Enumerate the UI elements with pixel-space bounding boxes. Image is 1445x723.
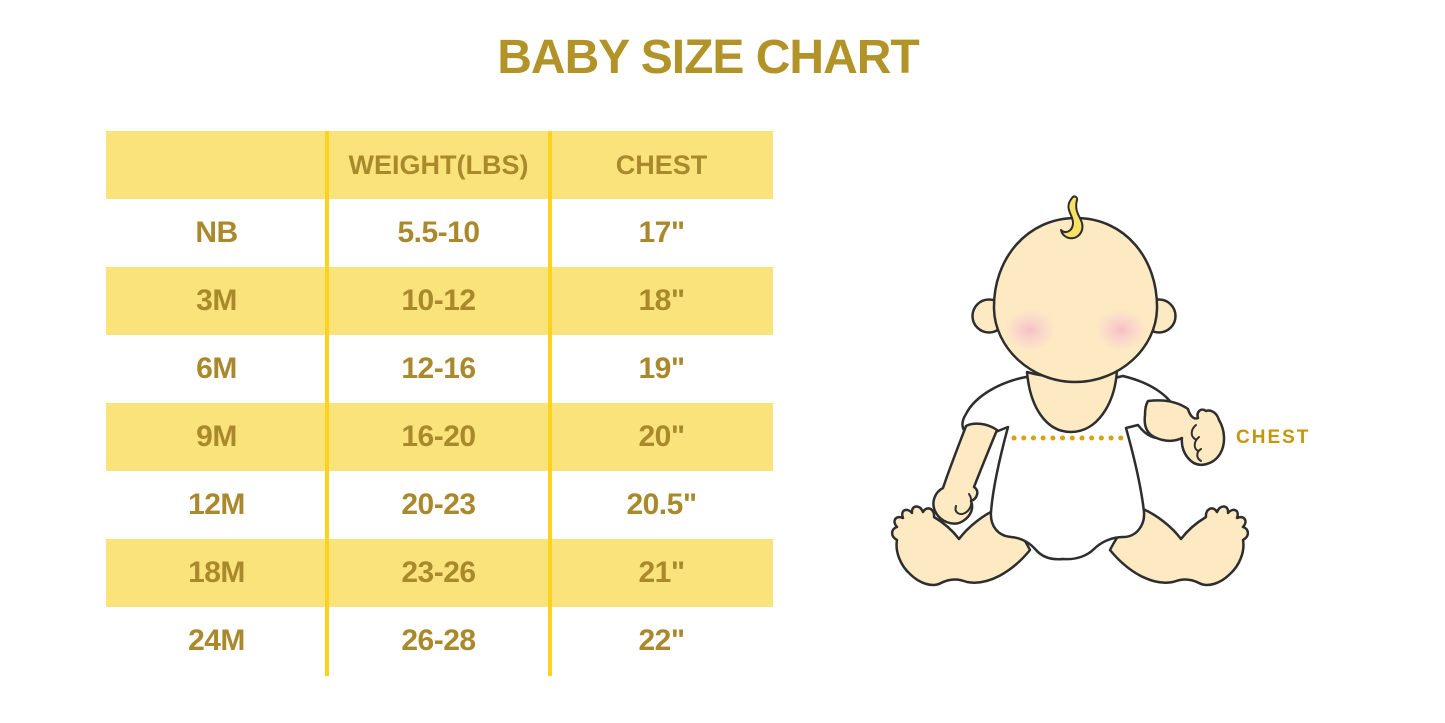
weight-cell: 5.5-10: [397, 216, 480, 249]
chest-cell: 19": [638, 352, 685, 385]
baby-right-leg: [1108, 505, 1250, 587]
size-cell: 3M: [196, 284, 237, 317]
weight-cell: 12-16: [401, 352, 476, 385]
chest-measurement-label: CHEST: [1236, 427, 1311, 448]
chest-cell: 20.5": [626, 488, 697, 521]
page-title: BABY SIZE CHART: [497, 31, 919, 84]
size-cell: 24M: [188, 624, 245, 657]
table-row: NB 5.5-10 17": [106, 199, 773, 267]
column-divider: [325, 131, 329, 676]
table-row: 24M 26-28 22": [106, 607, 773, 675]
weight-cell: 23-26: [401, 556, 476, 589]
weight-cell: 16-20: [401, 420, 476, 453]
weight-cell: 26-28: [401, 624, 476, 657]
table-row: 18M 23-26 21": [106, 539, 773, 607]
chest-cell: 20": [638, 420, 685, 453]
baby-left-arm: [932, 422, 999, 525]
size-cell: NB: [195, 216, 238, 249]
baby-blush-left: [1004, 309, 1056, 351]
table-header-row: WEIGHT(LBS) CHEST: [106, 131, 773, 199]
size-cell: 12M: [188, 488, 245, 521]
size-cell: 9M: [196, 420, 237, 453]
header-cell-weight: WEIGHT(LBS): [348, 149, 529, 180]
baby-illustration: [890, 195, 1250, 587]
baby-blush-right: [1095, 309, 1147, 351]
baby-right-arm: [1143, 399, 1226, 467]
table-row: 12M 20-23 20.5": [106, 471, 773, 539]
chest-cell: 17": [638, 216, 685, 249]
baby-hair-curl: [1060, 195, 1084, 240]
size-table: WEIGHT(LBS) CHEST NB 5.5-10 17" 3M 10-12…: [106, 131, 773, 676]
table-row: 3M 10-12 18": [106, 267, 773, 335]
baby-left-fist-detail: [954, 493, 973, 516]
size-cell: 6M: [196, 352, 237, 385]
header-cell-chest: CHEST: [615, 149, 708, 180]
baby-head: [992, 216, 1159, 384]
table-row: 6M 12-16 19": [106, 335, 773, 403]
weight-cell: 20-23: [401, 488, 476, 521]
table-row: 9M 16-20 20": [106, 403, 773, 471]
chest-cell: 18": [638, 284, 685, 317]
chest-cell: 22": [638, 624, 685, 657]
chest-cell: 21": [638, 556, 685, 589]
baby-right-fist-detail: [1190, 424, 1202, 462]
header-cell-size: [106, 131, 327, 199]
weight-cell: 10-12: [401, 284, 476, 317]
column-divider: [548, 131, 552, 676]
size-cell: 18M: [188, 556, 245, 589]
